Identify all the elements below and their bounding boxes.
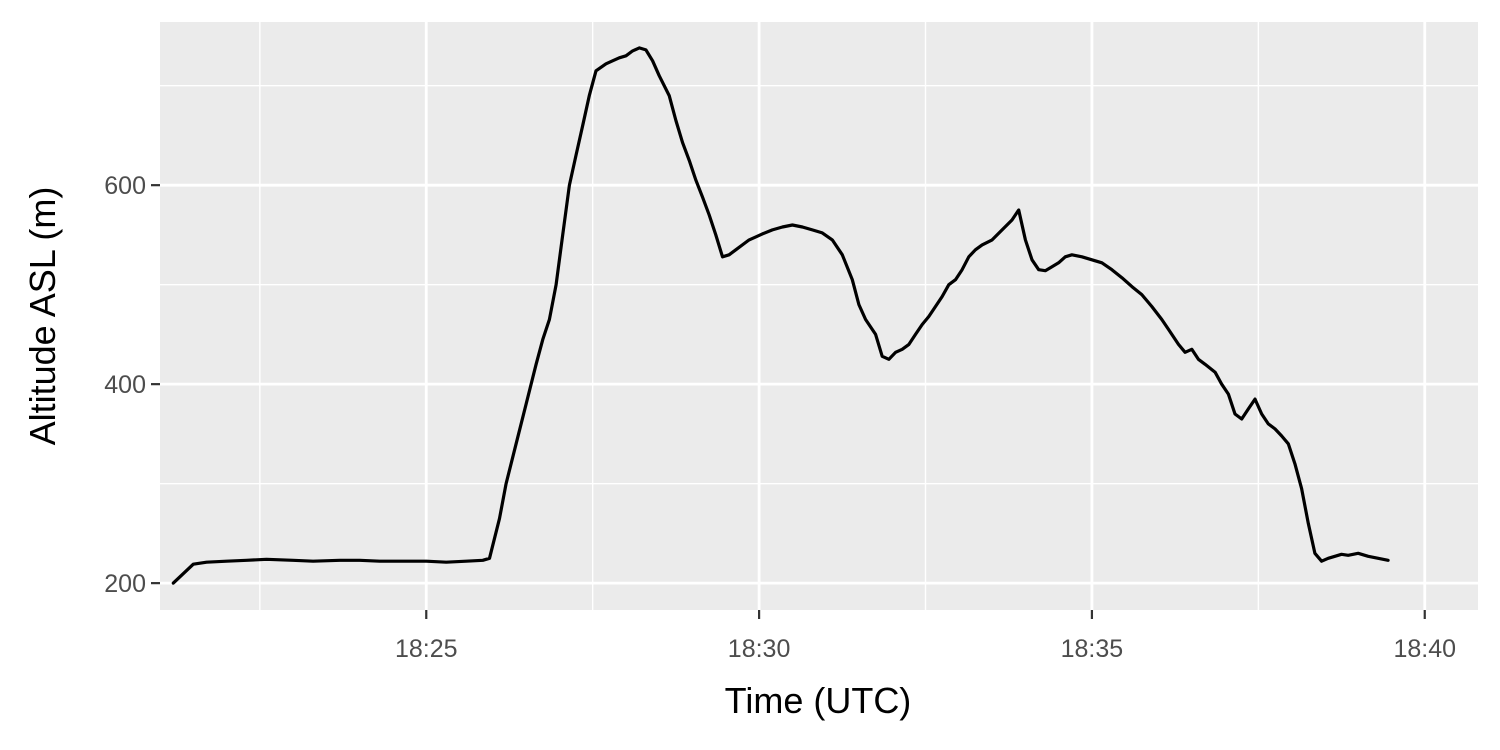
x-tick-label: 18:40 [1393,635,1456,663]
altitude-series-line [171,46,1390,585]
y-axis-title: Altitude ASL (m) [22,187,63,446]
x-axis-ticks: 18:25 18:30 18:35 18:40 [395,610,1456,663]
x-axis-title: Time (UTC) [725,680,912,721]
x-tick-label: 18:35 [1061,635,1124,663]
x-tick-label: 18:30 [728,635,791,663]
y-tick-label: 200 [104,570,146,598]
y-axis-ticks: 200 400 600 [104,172,160,598]
plot-panel [160,22,1478,610]
major-grid [160,22,1478,610]
x-tick-label: 18:25 [395,635,458,663]
minor-grid [160,22,1478,610]
y-tick-label: 400 [104,371,146,399]
y-tick-label: 600 [104,172,146,200]
